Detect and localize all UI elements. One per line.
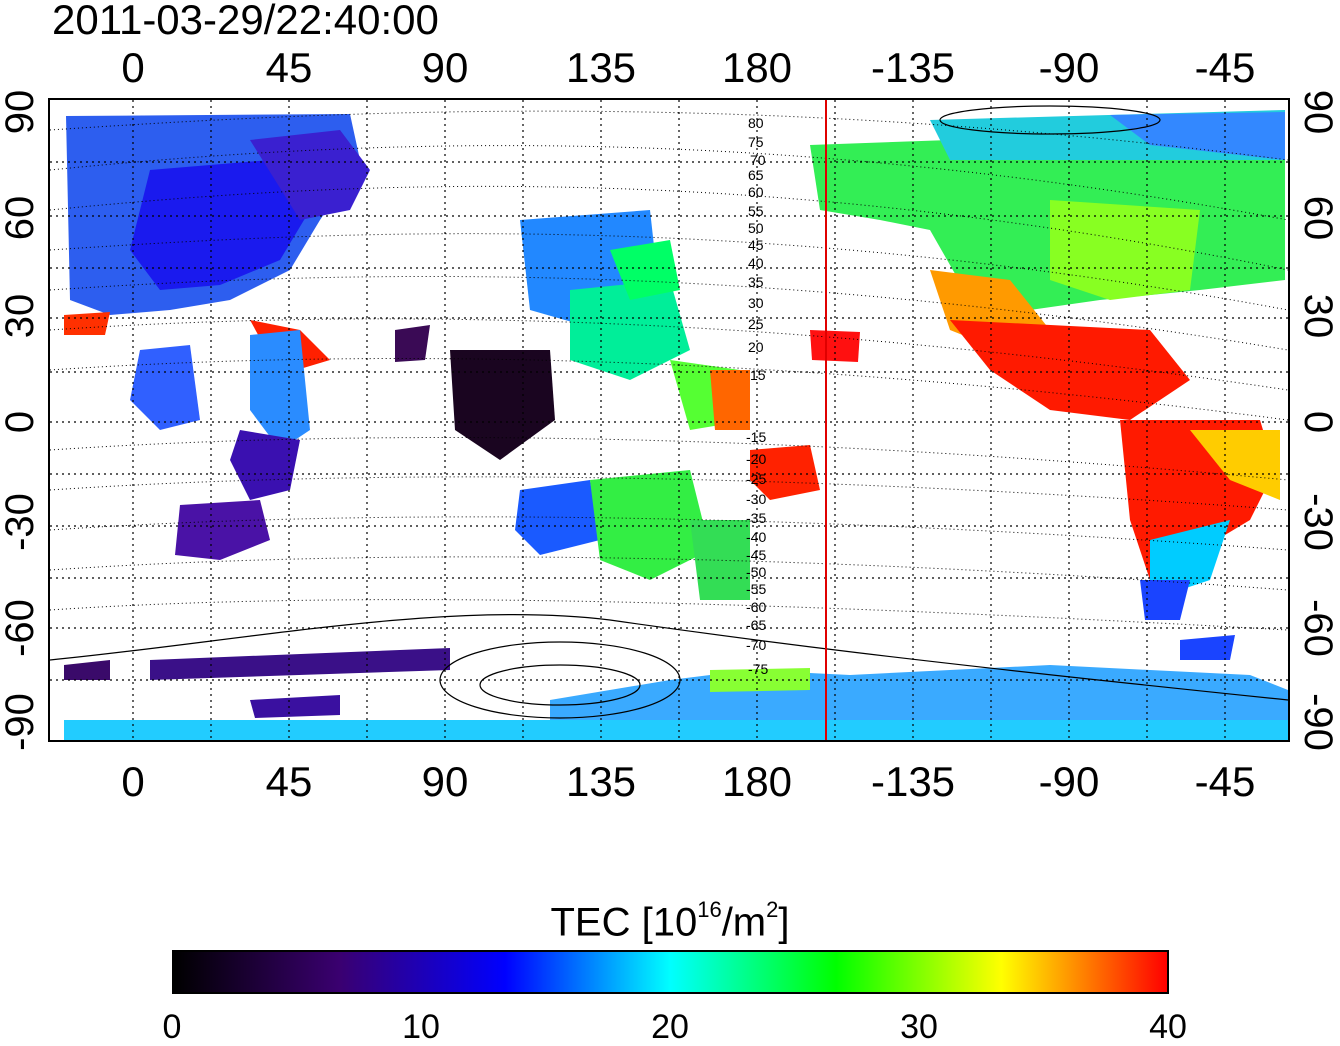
tec-colorbar [172,950,1169,994]
mlat-label: -70 [746,637,767,653]
mlat-label: -25 [746,471,767,487]
mlat-label: -45 [746,547,767,563]
colorbar-title: TEC [1016/m2] [550,897,790,945]
lon-tick-top: -135 [870,44,956,91]
lon-tick-top: 135 [565,44,637,91]
mlat-label: -55 [746,581,767,597]
mlat-label: -20 [746,451,767,467]
colorbar-tick: 30 [900,1008,938,1046]
lon-tick-bottom: 180 [721,758,793,805]
mlat-label: 45 [748,237,764,253]
magnetic-pole-contours [50,105,1288,719]
lon-tick-bottom: 90 [421,758,469,805]
mlat-label: 50 [748,220,764,236]
lon-tick-top: 45 [265,44,313,91]
mlat-label: 40 [748,255,764,271]
lon-tick-bottom: 135 [565,758,637,805]
lon-tick-bottom: 0 [121,758,145,805]
lon-tick-top: 90 [421,44,469,91]
lon-tick-top: -90 [1038,44,1100,91]
mlat-label: -40 [746,529,767,545]
mlat-label: -15 [746,429,767,445]
mlat-label: -75 [748,661,769,677]
mlat-label: -65 [746,617,767,633]
lat-tick-right: 30 [1296,293,1340,339]
lat-tick-right: 60 [1296,195,1340,241]
lat-tick-left: -60 [0,599,42,657]
mlat-label: 75 [748,134,764,150]
tec-map-canvas [50,100,1288,740]
colorbar-tick: 20 [651,1008,689,1046]
mlat-label: -30 [746,491,767,507]
mlat-label: 15 [750,367,766,383]
colorbar-tick: 10 [402,1008,440,1046]
lat-tick-right: 0 [1296,410,1340,434]
lon-tick-bottom: -135 [870,758,956,805]
lat-tick-left: 30 [0,293,42,339]
lon-tick-bottom: -45 [1194,758,1256,805]
lat-tick-left: 60 [0,195,42,241]
lon-tick-top: -45 [1194,44,1256,91]
mlat-label: 25 [748,316,764,332]
lat-tick-left: 90 [0,89,42,135]
colorbar-tick: 40 [1149,1008,1187,1046]
mlat-label: 70 [750,152,766,168]
mlat-label: 65 [748,167,764,183]
mlat-label: 20 [748,339,764,355]
mlat-label: 60 [748,184,764,200]
mlat-label: -60 [746,599,767,615]
lat-tick-right: 90 [1296,89,1340,135]
map-gridlines [50,100,1288,740]
lat-tick-right: -30 [1296,493,1340,551]
tec-map [48,98,1290,742]
mlat-label: 35 [748,274,764,290]
lon-tick-bottom: 45 [265,758,313,805]
mlat-label: -50 [746,564,767,580]
tec-data-layer [64,110,1288,740]
mlat-label: 30 [748,295,764,311]
lat-tick-right: -90 [1296,693,1340,751]
lon-tick-bottom: -90 [1038,758,1100,805]
mlat-label: -35 [746,510,767,526]
lon-tick-top: 0 [121,44,145,91]
lat-tick-left: -90 [0,693,42,751]
lat-tick-left: 0 [0,410,42,434]
lat-tick-right: -60 [1296,599,1340,657]
timestamp-title: 2011-03-29/22:40:00 [52,0,439,43]
mlat-label: 80 [748,115,764,131]
magnetic-latitude-contours [50,110,1288,631]
mlat-label: 55 [748,203,764,219]
lon-tick-top: 180 [721,44,793,91]
lat-tick-left: -30 [0,493,42,551]
colorbar-tick: 0 [162,1008,182,1046]
